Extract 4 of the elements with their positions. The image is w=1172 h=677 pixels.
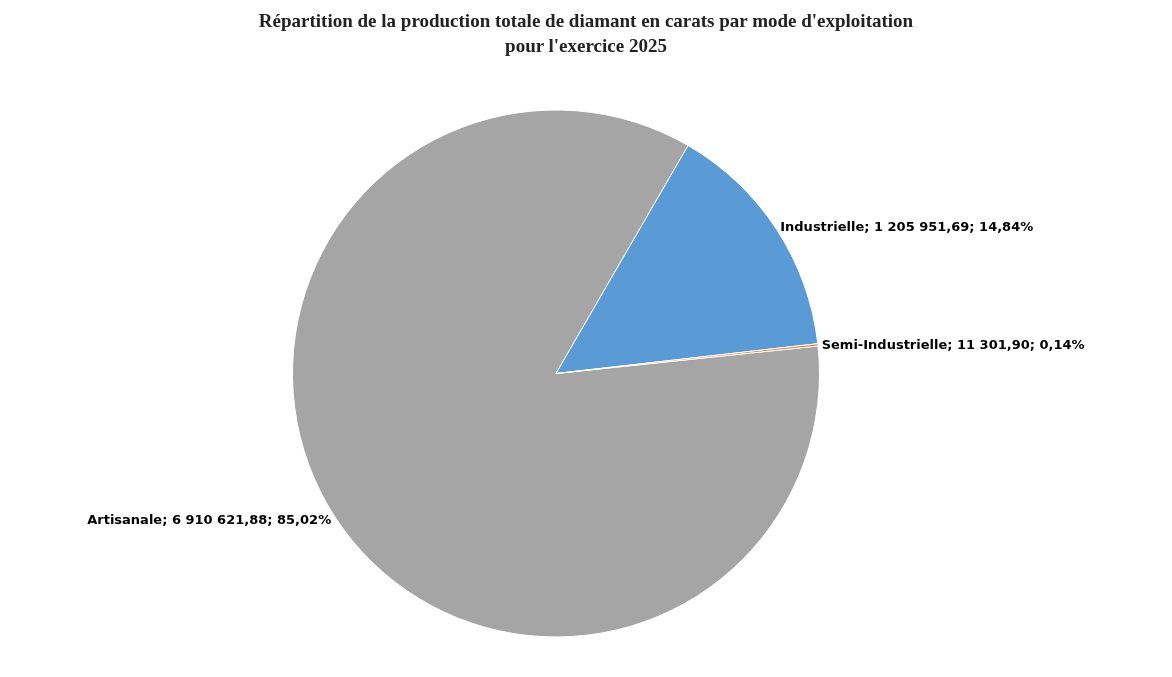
slice-label: Artisanale; 6 910 621,88; 85,02% — [87, 511, 332, 527]
slice-label: Industrielle; 1 205 951,69; 14,84% — [780, 219, 1034, 235]
chart-title: Répartition de la production totale de diamant en carats par mode d'exploitation pour l'exercice 2025 — [258, 10, 914, 56]
slice-label: Semi-Industrielle; 11 301,90; 0,14% — [821, 337, 1085, 353]
